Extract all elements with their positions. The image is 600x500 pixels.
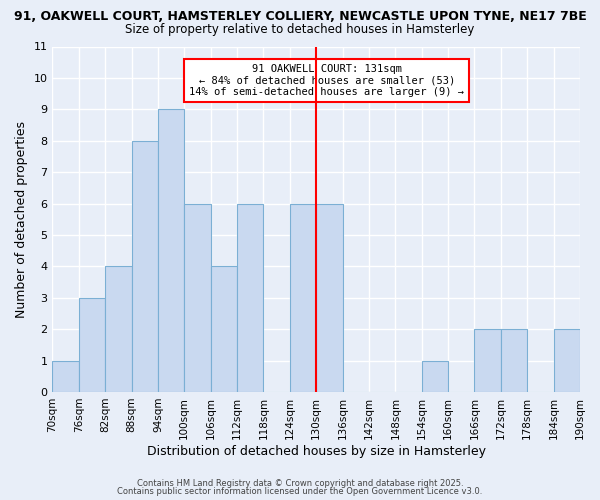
Text: Contains public sector information licensed under the Open Government Licence v3: Contains public sector information licen…	[118, 487, 482, 496]
Bar	[290, 204, 316, 392]
Text: 91 OAKWELL COURT: 131sqm
← 84% of detached houses are smaller (53)
14% of semi-d: 91 OAKWELL COURT: 131sqm ← 84% of detach…	[189, 64, 464, 97]
Text: Contains HM Land Registry data © Crown copyright and database right 2025.: Contains HM Land Registry data © Crown c…	[137, 478, 463, 488]
Bar	[501, 329, 527, 392]
Bar	[554, 329, 580, 392]
Bar	[105, 266, 131, 392]
Bar	[52, 360, 79, 392]
Text: Size of property relative to detached houses in Hamsterley: Size of property relative to detached ho…	[125, 22, 475, 36]
Bar	[184, 204, 211, 392]
Text: 91, OAKWELL COURT, HAMSTERLEY COLLIERY, NEWCASTLE UPON TYNE, NE17 7BE: 91, OAKWELL COURT, HAMSTERLEY COLLIERY, …	[14, 10, 586, 23]
Bar	[131, 140, 158, 392]
Bar	[79, 298, 105, 392]
Bar	[158, 110, 184, 392]
Bar	[211, 266, 237, 392]
Bar	[475, 329, 501, 392]
Bar	[422, 360, 448, 392]
Bar	[316, 204, 343, 392]
X-axis label: Distribution of detached houses by size in Hamsterley: Distribution of detached houses by size …	[147, 444, 486, 458]
Bar	[237, 204, 263, 392]
Y-axis label: Number of detached properties: Number of detached properties	[15, 120, 28, 318]
